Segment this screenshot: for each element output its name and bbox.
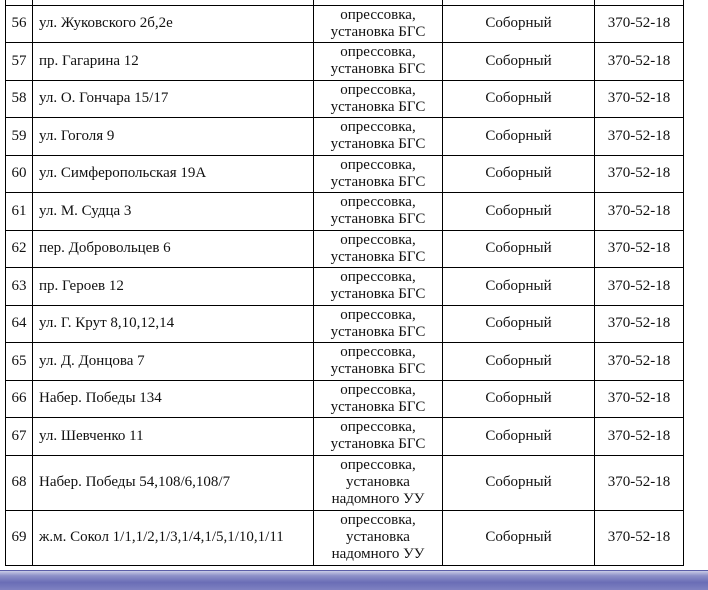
district-cell: Соборный	[442, 379, 595, 418]
phone-cell: 370-52-18	[594, 4, 684, 43]
table-row: 67 ул. Шевченко 11 опрессовка, установка Б…	[5, 417, 684, 456]
work-type-cell: опрессовка, установка БГС	[313, 379, 443, 418]
district-cell: Соборный	[442, 229, 595, 268]
address-cell: ул. Симферопольская 19А	[32, 154, 314, 193]
phone-cell: 370-52-18	[594, 509, 684, 566]
district-cell: Соборный	[442, 79, 595, 118]
row-number: 57	[5, 42, 33, 81]
district-cell: Соборный	[442, 417, 595, 456]
district-cell: Соборный	[442, 342, 595, 381]
address-cell: ул. М. Судца 3	[32, 192, 314, 231]
row-number: 68	[5, 454, 33, 511]
work-type-cell: опрессовка, установка БГС	[313, 229, 443, 268]
work-type-cell: опрессовка, установка БГС	[313, 342, 443, 381]
work-type-cell: опрессовка, установка надомного УУ	[313, 509, 443, 566]
work-type-cell: опрессовка, установка БГС	[313, 4, 443, 43]
table-row: 69 ж.м. Сокол 1/1,1/2,1/3,1/4,1/5,1/10,1/…	[5, 509, 684, 566]
row-number: 69	[5, 509, 33, 566]
row-number: 67	[5, 417, 33, 456]
work-type-cell: опрессовка, установка БГС	[313, 42, 443, 81]
district-cell: Соборный	[442, 267, 595, 306]
table-row: 61 ул. М. Судца 3 опрессовка, установка БГ…	[5, 192, 684, 231]
row-number: 66	[5, 379, 33, 418]
window-bottom-bar	[0, 570, 708, 590]
address-cell: пр. Гагарина 12	[32, 42, 314, 81]
work-type-cell: опрессовка, установка БГС	[313, 267, 443, 306]
table-row: 62 пер. Добровольцев 6 опрессовка, установ…	[5, 229, 684, 268]
district-cell: Соборный	[442, 304, 595, 343]
address-cell: ул. Жуковского 2б,2е	[32, 4, 314, 43]
table-row: 64 ул. Г. Крут 8,10,12,14 опрессовка, уста…	[5, 304, 684, 343]
phone-cell: 370-52-18	[594, 267, 684, 306]
table-row: 68 Набер. Победы 54,108/6,108/7 опрессовка…	[5, 454, 684, 511]
phone-cell: 370-52-18	[594, 117, 684, 156]
address-cell: Набер. Победы 134	[32, 379, 314, 418]
phone-cell: 370-52-18	[594, 42, 684, 81]
address-cell: Набер. Победы 54,108/6,108/7	[32, 454, 314, 511]
table-row: 66 Набер. Победы 134 опрессовка, установка…	[5, 379, 684, 418]
address-cell: ж.м. Сокол 1/1,1/2,1/3,1/4,1/5,1/10,1/11	[32, 509, 314, 566]
district-cell: Соборный	[442, 117, 595, 156]
address-cell: ул. Гоголя 9	[32, 117, 314, 156]
district-cell: Соборный	[442, 4, 595, 43]
table-row: 65 ул. Д. Донцова 7 опрессовка, установка …	[5, 342, 684, 381]
address-cell: пер. Добровольцев 6	[32, 229, 314, 268]
address-cell: ул. Д. Донцова 7	[32, 342, 314, 381]
phone-cell: 370-52-18	[594, 229, 684, 268]
table-row: 63 пр. Героев 12 опрессовка, установка БГС…	[5, 267, 684, 306]
phone-cell: 370-52-18	[594, 379, 684, 418]
address-cell: ул. Шевченко 11	[32, 417, 314, 456]
address-table: 55установка БГС56ул. Жуковского 2б,2еопр…	[5, 0, 684, 566]
work-type-cell: опрессовка, установка надомного УУ	[313, 454, 443, 511]
work-type-cell: опрессовка, установка БГС	[313, 154, 443, 193]
address-cell: пр. Героев 12	[32, 267, 314, 306]
phone-cell: 370-52-18	[594, 154, 684, 193]
row-number: 63	[5, 267, 33, 306]
work-type-cell: опрессовка, установка БГС	[313, 417, 443, 456]
district-cell: Соборный	[442, 42, 595, 81]
row-number: 61	[5, 192, 33, 231]
row-number: 58	[5, 79, 33, 118]
work-type-cell: опрессовка, установка БГС	[313, 192, 443, 231]
phone-cell: 370-52-18	[594, 79, 684, 118]
district-cell: Соборный	[442, 509, 595, 566]
row-number: 60	[5, 154, 33, 193]
row-number: 62	[5, 229, 33, 268]
phone-cell: 370-52-18	[594, 304, 684, 343]
table-row: 58 ул. О. Гончара 15/17 опрессовка, устано…	[5, 79, 684, 118]
district-cell: Соборный	[442, 454, 595, 511]
phone-cell: 370-52-18	[594, 417, 684, 456]
document-page: 55установка БГС56ул. Жуковского 2б,2еопр…	[5, 0, 684, 566]
table-row: 59 ул. Гоголя 9 опрессовка, установка БГС С…	[5, 117, 684, 156]
phone-cell: 370-52-18	[594, 454, 684, 511]
district-cell: Соборный	[442, 192, 595, 231]
row-number: 56	[5, 4, 33, 43]
table-row: 56 ул. Жуковского 2б,2е опрессовка, устано…	[5, 4, 684, 43]
phone-cell: 370-52-18	[594, 342, 684, 381]
row-number: 59	[5, 117, 33, 156]
table-row: 57 пр. Гагарина 12 опрессовка, установка Б…	[5, 42, 684, 81]
row-number: 65	[5, 342, 33, 381]
address-cell: ул. Г. Крут 8,10,12,14	[32, 304, 314, 343]
row-number: 64	[5, 304, 33, 343]
phone-cell: 370-52-18	[594, 192, 684, 231]
work-type-cell: опрессовка, установка БГС	[313, 117, 443, 156]
address-cell: ул. О. Гончара 15/17	[32, 79, 314, 118]
district-cell: Соборный	[442, 154, 595, 193]
work-type-cell: опрессовка, установка БГС	[313, 79, 443, 118]
work-type-cell: опрессовка, установка БГС	[313, 304, 443, 343]
table-row: 60 ул. Симферопольская 19А опрессовка, уст…	[5, 154, 684, 193]
